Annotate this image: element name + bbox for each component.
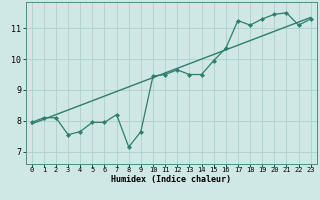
X-axis label: Humidex (Indice chaleur): Humidex (Indice chaleur) <box>111 175 231 184</box>
